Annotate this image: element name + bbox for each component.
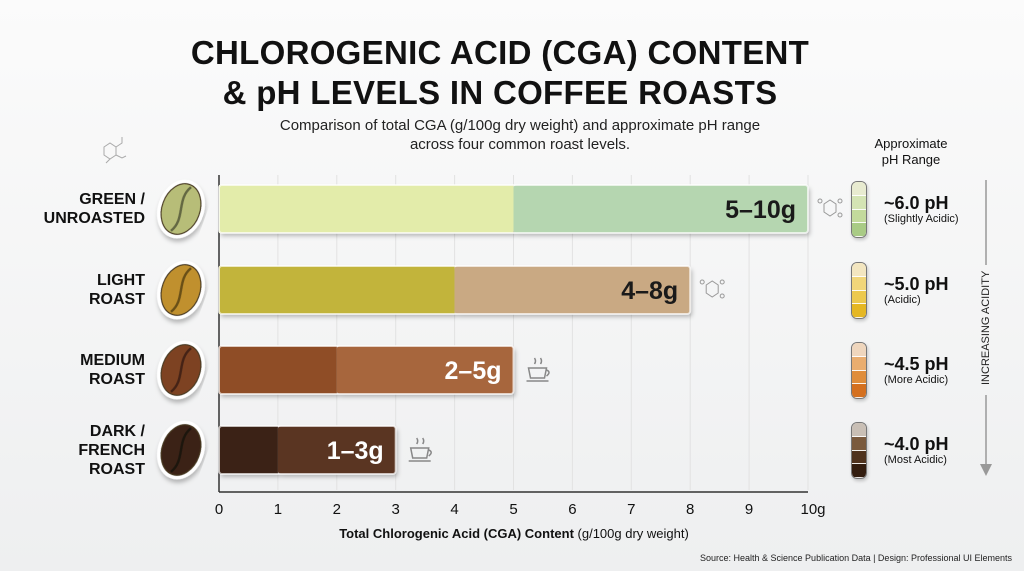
- bar-below-min: [219, 426, 278, 474]
- bar-below-min: [219, 185, 514, 233]
- row-label: LIGHT ROAST: [0, 271, 145, 309]
- x-tick-label: 1: [274, 501, 282, 518]
- ph-header: Approximate pH Range: [856, 136, 966, 168]
- ph-tube-icon: [851, 181, 867, 238]
- ph-tube-icon: [851, 342, 867, 399]
- coffee-cup-icon: [408, 437, 432, 462]
- row-label: DARK / FRENCH ROAST: [0, 422, 145, 479]
- ph-header-line-1: Approximate: [874, 136, 948, 151]
- row-label-line: UNROASTED: [43, 210, 145, 227]
- x-tick-label: 10g: [800, 501, 825, 518]
- ph-reading: ~6.0 pH (Slightly Acidic): [884, 193, 959, 226]
- ph-tube-icon: [851, 422, 867, 479]
- acidity-arrow-label: INCREASING ACIDITY: [980, 270, 992, 386]
- ph-header-line-2: pH Range: [881, 152, 941, 167]
- row-label-line: LIGHT: [97, 272, 145, 289]
- row-label: GREEN / UNROASTED: [0, 190, 145, 228]
- bar-group: [219, 185, 808, 233]
- bar-below-min: [219, 346, 337, 394]
- row-label-line: DARK /: [89, 422, 145, 440]
- subtitle-line-2: across four common roast levels.: [409, 136, 631, 153]
- bar-outline: [218, 184, 809, 234]
- row-label-line: FRENCH: [78, 441, 145, 459]
- molecule-icon: [699, 279, 725, 299]
- acidity-arrow-icon: [980, 180, 992, 476]
- ph-value: ~4.0 pH: [884, 434, 949, 454]
- bar-range: [513, 185, 808, 233]
- ph-reading: ~5.0 pH (Acidic): [884, 274, 949, 307]
- row-label-line: GREEN /: [79, 191, 145, 208]
- coffee-cup-icon: [526, 357, 550, 382]
- x-axis-label-unit: (g/100g dry weight): [577, 526, 689, 541]
- bar-range: [336, 346, 514, 394]
- ph-description: (More Acidic): [884, 374, 949, 386]
- x-tick-label: 4: [450, 501, 458, 518]
- title-line-2: & pH LEVELS IN COFFEE ROASTS: [222, 74, 778, 111]
- chart-title: CHLOROGENIC ACID (CGA) CONTENT & pH LEVE…: [0, 33, 1000, 113]
- bar-group: [219, 266, 691, 314]
- bar-range: [454, 266, 691, 314]
- ph-reading: ~4.5 pH (More Acidic): [884, 354, 949, 387]
- x-tick-label: 6: [568, 501, 576, 518]
- bar-value-label: 2–5g: [445, 357, 502, 385]
- x-tick-label: 2: [333, 501, 341, 518]
- source-note: Source: Health & Science Publication Dat…: [700, 553, 1012, 563]
- x-axis-label: Total Chlorogenic Acid (CGA) Content (g/…: [219, 526, 809, 541]
- coffee-bean-icon: [157, 340, 205, 400]
- x-tick-label: 3: [392, 501, 400, 518]
- bar-group: [219, 426, 396, 474]
- row-label: MEDIUM ROAST: [0, 351, 145, 389]
- row-label-line: ROAST: [89, 291, 145, 308]
- bar-below-min: [219, 266, 455, 314]
- row-label-line: ROAST: [89, 371, 145, 388]
- bar-value-label: 4–8g: [621, 277, 678, 305]
- ph-value: ~4.5 pH: [884, 354, 949, 374]
- ph-description: (Acidic): [884, 294, 921, 306]
- coffee-bean-icon: [157, 179, 205, 239]
- molecule-icon: [103, 137, 127, 164]
- ph-description: (Slightly Acidic): [884, 213, 959, 225]
- row-label-line: ROAST: [89, 460, 145, 478]
- ph-reading: ~4.0 pH (Most Acidic): [884, 434, 949, 467]
- row-label-line: MEDIUM: [80, 352, 145, 369]
- bar-outline: [218, 265, 692, 315]
- bar-group: [219, 346, 514, 394]
- molecule-icon: [817, 198, 843, 218]
- x-tick-label: 5: [509, 501, 517, 518]
- bar-outline: [218, 425, 397, 475]
- bar-value-label: 1–3g: [327, 437, 384, 465]
- x-tick-label: 0: [215, 501, 223, 518]
- bar-range: [277, 426, 396, 474]
- ph-value: ~5.0 pH: [884, 274, 949, 294]
- x-axis-label-bold: Total Chlorogenic Acid (CGA) Content: [339, 526, 574, 541]
- chart-subtitle: Comparison of total CGA (g/100g dry weig…: [200, 116, 840, 154]
- ph-description: (Most Acidic): [884, 454, 947, 466]
- x-tick-label: 7: [627, 501, 635, 518]
- x-tick-label: 8: [686, 501, 694, 518]
- ph-value: ~6.0 pH: [884, 193, 949, 213]
- title-line-1: CHLOROGENIC ACID (CGA) CONTENT: [190, 34, 810, 71]
- coffee-bean-icon: [157, 420, 205, 480]
- bar-outline: [218, 345, 515, 395]
- coffee-bean-icon: [157, 260, 205, 320]
- subtitle-line-1: Comparison of total CGA (g/100g dry weig…: [279, 117, 761, 134]
- x-tick-label: 9: [745, 501, 753, 518]
- ph-tube-icon: [851, 262, 867, 319]
- bar-value-label: 5–10g: [725, 196, 796, 224]
